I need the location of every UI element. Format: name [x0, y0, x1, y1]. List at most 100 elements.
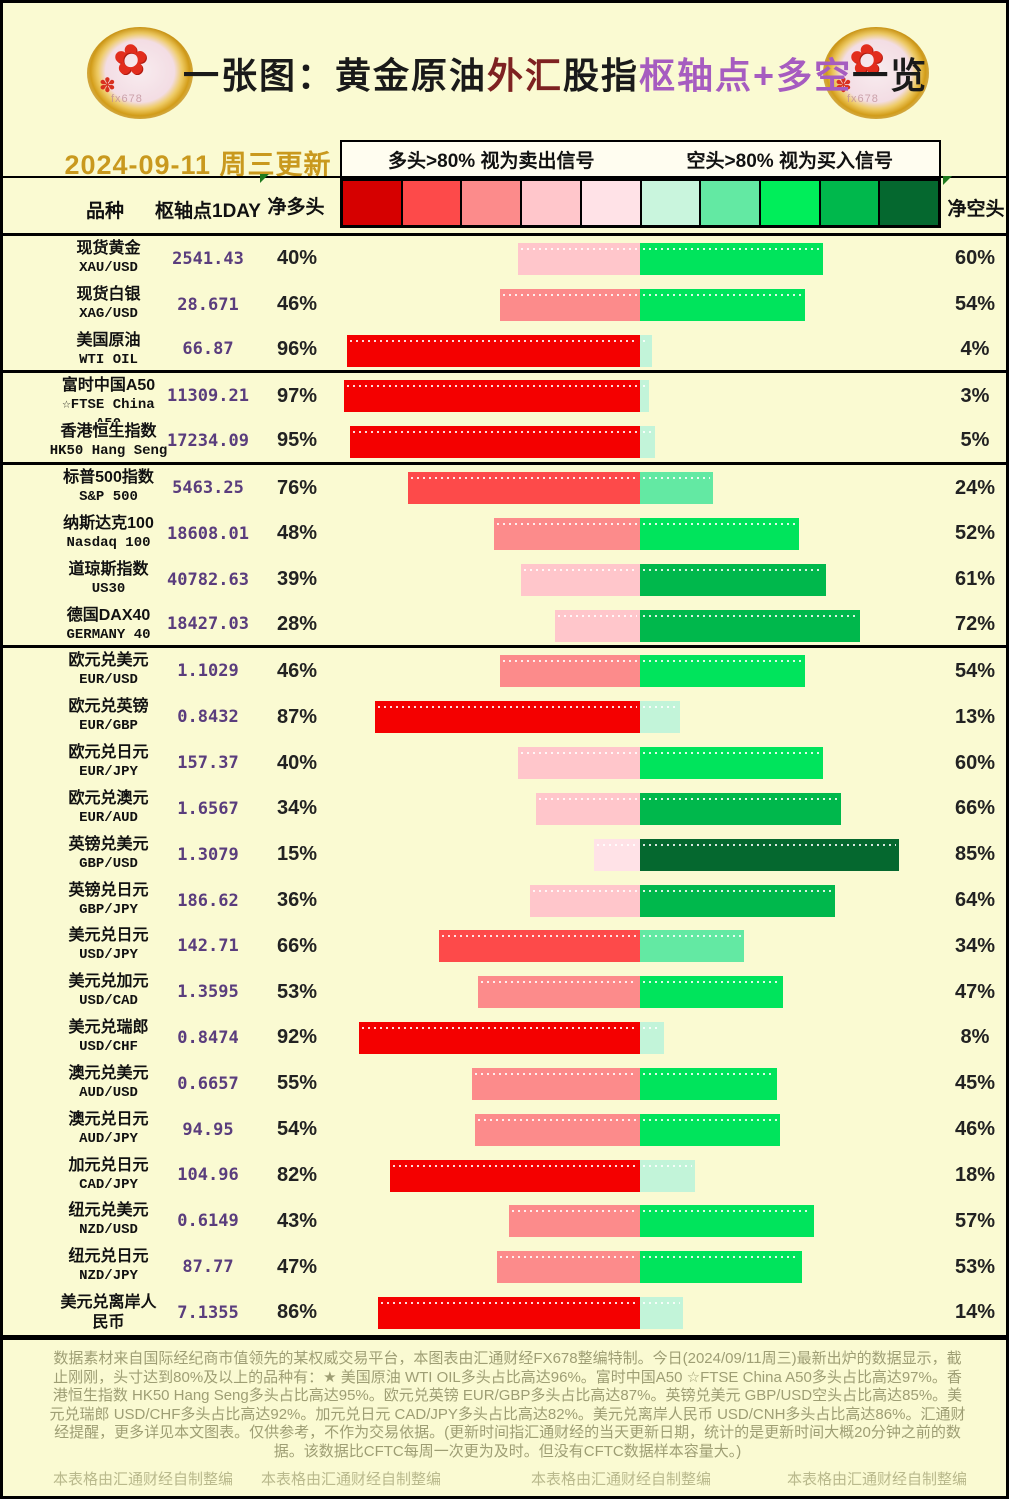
net-long-percent: 15%	[276, 843, 318, 866]
table-row: 标普500指数 S&P 500 5463.25 76% 24%	[3, 465, 1006, 511]
pivot-value: 1.3079	[177, 844, 239, 865]
bar-dotted-line	[475, 1072, 637, 1075]
short-bar	[640, 563, 827, 596]
short-bar	[640, 701, 680, 734]
net-long-percent: 36%	[276, 889, 318, 911]
instrument-name: 澳元兑美元 AUD/USD	[31, 1061, 186, 1110]
scale-swatch	[641, 181, 700, 225]
table-row: 美元兑加元 USD/CAD 1.3595 53% 47%	[3, 969, 1006, 1015]
net-long-percent: 96%	[276, 337, 318, 360]
bar-dotted-line	[353, 431, 637, 434]
instrument-code: US30	[91, 580, 126, 597]
diverging-bar-zone	[335, 740, 947, 786]
bar-dotted-line	[643, 981, 781, 984]
instrument-name-cn: 美元兑日元	[68, 927, 149, 945]
instrument-name-cn: 澳元兑日元	[68, 1110, 149, 1128]
long-bar	[499, 288, 640, 321]
bar-dotted-line	[643, 1302, 680, 1305]
pivot-value: 1.6567	[177, 798, 239, 819]
bar-dotted-line	[511, 1210, 637, 1213]
bar-dotted-line	[499, 1256, 637, 1259]
short-bar	[640, 747, 823, 780]
instrument-code: Nasdaq 100	[66, 534, 151, 551]
instrument-name-cn: 英镑兑美元	[68, 835, 149, 853]
scale-swatch	[760, 181, 819, 225]
net-long-percent: 46%	[276, 293, 318, 316]
short-bar	[640, 838, 900, 871]
instrument-name: 美元兑日元 USD/JPY	[31, 923, 186, 972]
long-bar	[408, 472, 640, 505]
title-segment: 一张图：黄金原油	[183, 55, 488, 96]
bar-dotted-line	[380, 1302, 637, 1305]
net-long-percent: 86%	[276, 1301, 318, 1324]
bar-dotted-line	[643, 385, 647, 388]
brand-coin-logo: ✿ ✽ fx678	[823, 27, 929, 119]
bar-dotted-line	[539, 797, 637, 800]
bar-dotted-line	[502, 660, 637, 663]
diverging-bar-zone	[335, 969, 947, 1015]
net-short-percent: 64%	[954, 889, 996, 911]
instrument-name: 美元兑离岸人民币	[31, 1290, 186, 1339]
pivot-value: 5463.25	[172, 478, 244, 499]
long-bar	[521, 563, 640, 596]
long-signal-rule: 多头>80% 视为卖出信号	[388, 150, 595, 172]
bar-dotted-line	[643, 339, 650, 342]
diverging-bar-zone	[335, 1198, 947, 1244]
short-bar	[640, 792, 842, 825]
instrument-name: 欧元兑澳元 EUR/AUD	[31, 786, 186, 835]
bar-dotted-line	[392, 1164, 637, 1167]
table-bottom-divider	[3, 1335, 1006, 1340]
instrument-code: EUR/USD	[79, 672, 138, 689]
net-short-percent: 24%	[954, 476, 996, 499]
long-bar	[347, 334, 640, 367]
column-header-net-long: 净多头	[267, 197, 325, 218]
comment-marker-triangle	[260, 174, 269, 183]
color-scale	[340, 178, 941, 228]
long-bar	[344, 380, 640, 413]
instrument-code: NZD/USD	[79, 1222, 138, 1239]
net-long-percent: 48%	[276, 522, 318, 545]
bar-dotted-line	[478, 1118, 637, 1121]
instrument-code: NZD/JPY	[79, 1268, 138, 1285]
instrument-name-cn: 欧元兑澳元	[68, 789, 149, 807]
table-row: 纳斯达克100 Nasdaq 100 18608.01 48% 52%	[3, 511, 1006, 557]
flower-bud-icon: ✽	[835, 75, 852, 97]
diverging-bar-zone	[335, 878, 947, 924]
net-short-percent: 47%	[954, 980, 996, 1003]
diverging-bar-zone	[335, 1107, 947, 1153]
net-short-percent: 60%	[954, 247, 996, 270]
title-segment: 股指	[563, 55, 640, 96]
long-bar	[508, 1205, 640, 1238]
bar-dotted-line	[411, 477, 637, 480]
diverging-bar-zone	[335, 832, 947, 878]
instrument-name: 英镑兑日元 GBP/JPY	[31, 878, 186, 927]
short-bar	[640, 1022, 665, 1055]
long-bar	[536, 792, 640, 825]
diverging-bar-zone	[335, 648, 947, 694]
short-bar	[640, 884, 836, 917]
instrument-table: 现货黄金 XAU/USD 2541.43 40% 60% 现货白银 XAG/USD 28.67…	[3, 236, 1006, 1336]
pivot-value: 40782.63	[167, 569, 249, 590]
long-bar	[389, 1159, 640, 1192]
short-bar	[640, 426, 656, 459]
long-bar	[530, 884, 640, 917]
instrument-code: USD/CHF	[79, 1039, 138, 1056]
bar-dotted-line	[521, 248, 637, 250]
diverging-bar-zone	[335, 1153, 947, 1199]
instrument-code: EUR/AUD	[79, 809, 138, 826]
instrument-code: HK50 Hang Seng	[49, 443, 168, 460]
instrument-name: 纽元兑日元 NZD/JPY	[31, 1244, 186, 1293]
short-bar	[640, 334, 653, 367]
table-row: 香港恒生指数 HK50 Hang Seng 17234.09 95% 5%	[3, 419, 1006, 466]
net-short-percent: 72%	[954, 612, 996, 635]
scale-swatch	[820, 181, 879, 225]
pivot-value: 0.6149	[177, 1211, 239, 1232]
table-row: 纽元兑美元 NZD/USD 0.6149 43% 57%	[3, 1198, 1006, 1244]
diverging-bar-zone	[335, 236, 947, 282]
instrument-name-cn: 富时中国A50	[61, 377, 156, 395]
instrument-name-cn: 纽元兑日元	[68, 1248, 149, 1266]
net-long-percent: 28%	[276, 612, 318, 635]
net-long-percent: 39%	[276, 568, 318, 591]
short-bar	[640, 1067, 778, 1100]
table-row: 富时中国A50 ☆FTSE China A50 11309.21 97% 3%	[3, 373, 1006, 422]
